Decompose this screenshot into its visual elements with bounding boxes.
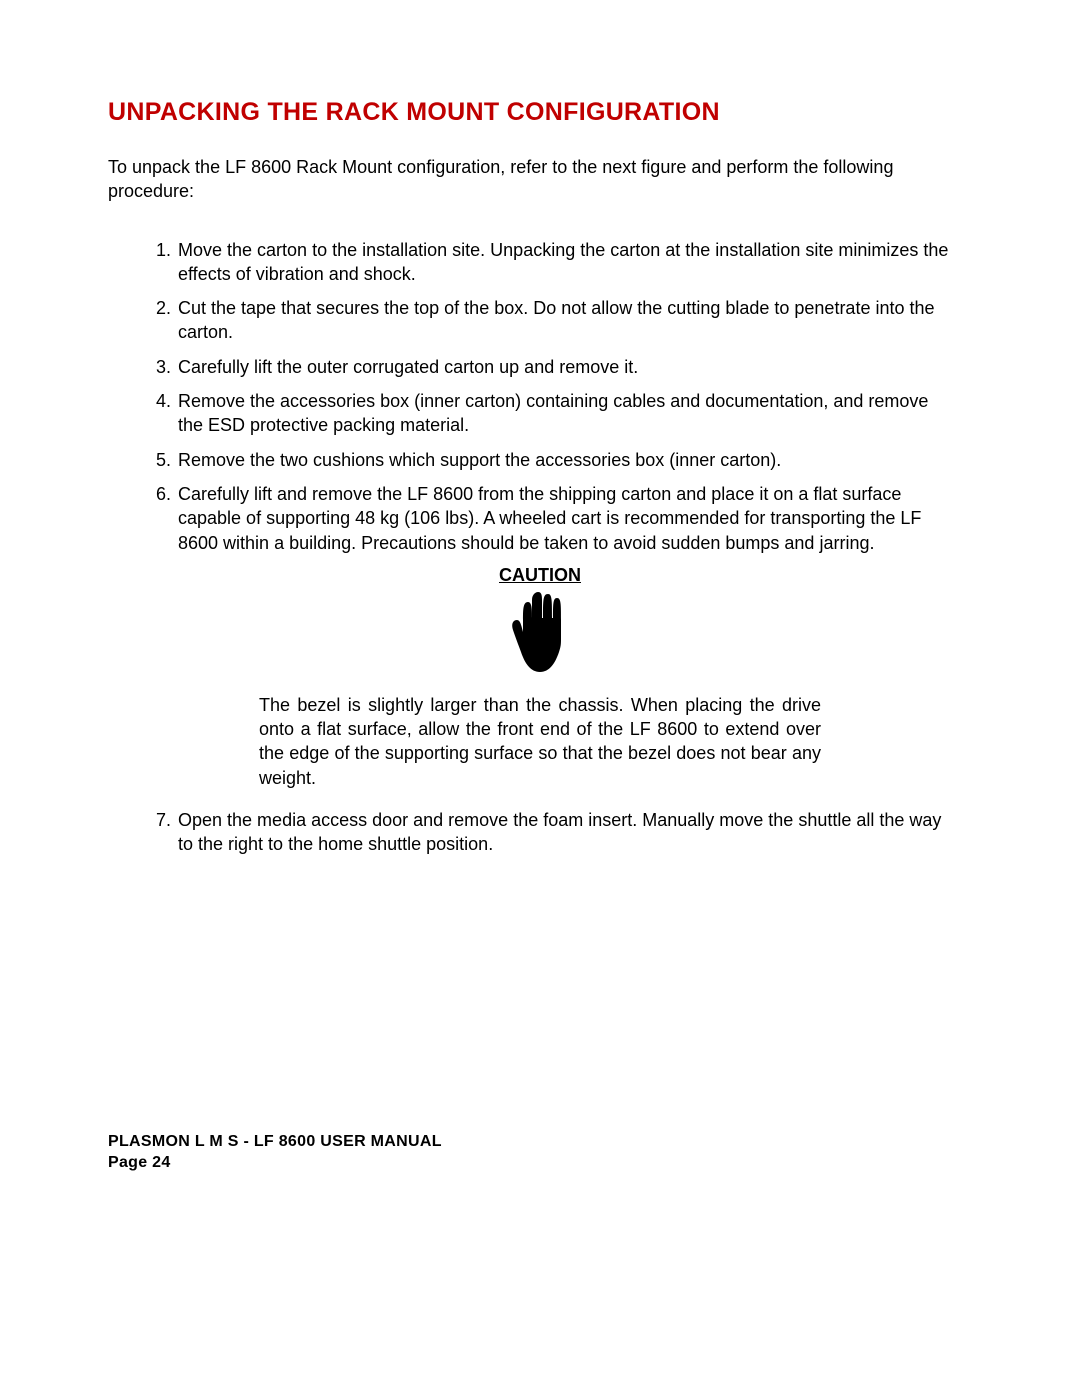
page-footer: PLASMON L M S - LF 8600 USER MANUAL Page…: [108, 1131, 442, 1174]
step-number: 1.: [156, 238, 171, 262]
intro-paragraph: To unpack the LF 8600 Rack Mount configu…: [108, 155, 972, 204]
caution-label: CAUTION: [108, 565, 972, 586]
step-text: Move the carton to the installation site…: [178, 240, 948, 284]
section-heading: UNPACKING THE RACK MOUNT CONFIGURATION: [108, 98, 972, 127]
step-text: Open the media access door and remove th…: [178, 810, 941, 854]
step-number: 5.: [156, 448, 171, 472]
document-page: UNPACKING THE RACK MOUNT CONFIGURATION T…: [0, 0, 1080, 1397]
step-number: 4.: [156, 389, 171, 413]
step-text: Remove the two cushions which support th…: [178, 450, 781, 470]
raised-hand-icon: [509, 590, 571, 674]
step-text: Carefully lift the outer corrugated cart…: [178, 357, 638, 377]
list-item: 4. Remove the accessories box (inner car…: [156, 389, 956, 438]
list-item: 2. Cut the tape that secures the top of …: [156, 296, 956, 345]
step-text: Carefully lift and remove the LF 8600 fr…: [178, 484, 921, 553]
step-number: 2.: [156, 296, 171, 320]
procedure-list-cont: 7. Open the media access door and remove…: [108, 808, 972, 857]
list-item: 5. Remove the two cushions which support…: [156, 448, 956, 472]
caution-text: The bezel is slightly larger than the ch…: [259, 693, 821, 790]
list-item: 3. Carefully lift the outer corrugated c…: [156, 355, 956, 379]
list-item: 6. Carefully lift and remove the LF 8600…: [156, 482, 956, 555]
caution-icon-wrap: [108, 590, 972, 679]
step-text: Cut the tape that secures the top of the…: [178, 298, 935, 342]
step-number: 3.: [156, 355, 171, 379]
list-item: 7. Open the media access door and remove…: [156, 808, 956, 857]
procedure-list: 1. Move the carton to the installation s…: [108, 238, 972, 555]
list-item: 1. Move the carton to the installation s…: [156, 238, 956, 287]
footer-page-number: Page 24: [108, 1152, 442, 1174]
footer-manual-title: PLASMON L M S - LF 8600 USER MANUAL: [108, 1131, 442, 1153]
step-text: Remove the accessories box (inner carton…: [178, 391, 928, 435]
step-number: 6.: [156, 482, 171, 506]
caution-block: CAUTION The bezel is slightly larger tha…: [108, 565, 972, 790]
step-number: 7.: [156, 808, 171, 832]
